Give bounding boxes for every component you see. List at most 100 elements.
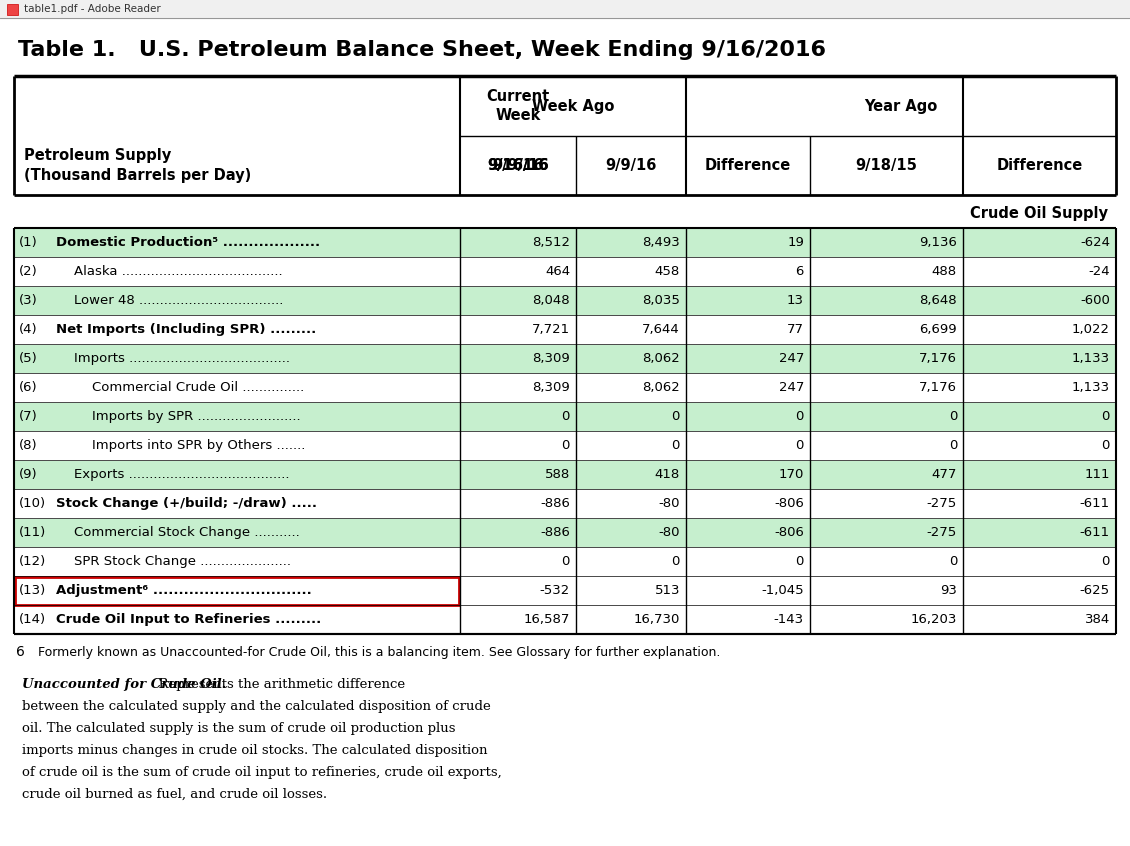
Text: Difference: Difference <box>705 158 791 173</box>
Text: 1,133: 1,133 <box>1072 381 1110 394</box>
Bar <box>15 403 1115 431</box>
Text: 8,493: 8,493 <box>642 236 680 249</box>
Text: 8,309: 8,309 <box>532 381 570 394</box>
Text: Crude Oil Input to Refineries .........: Crude Oil Input to Refineries ......... <box>56 613 321 626</box>
Text: -143: -143 <box>774 613 805 626</box>
Text: 0: 0 <box>1102 439 1110 452</box>
Text: -24: -24 <box>1088 265 1110 278</box>
Text: 1,022: 1,022 <box>1072 323 1110 336</box>
Text: 384: 384 <box>1085 613 1110 626</box>
Text: 13: 13 <box>786 294 805 307</box>
Text: 16,203: 16,203 <box>911 613 957 626</box>
Text: Represents the arithmetic difference: Represents the arithmetic difference <box>150 678 406 691</box>
Bar <box>15 576 459 605</box>
Text: 7,176: 7,176 <box>919 381 957 394</box>
Text: Adjustment⁶ ...............................: Adjustment⁶ ............................… <box>56 584 312 597</box>
Text: (1): (1) <box>19 236 37 249</box>
Text: 458: 458 <box>654 265 680 278</box>
Text: 111: 111 <box>1085 468 1110 481</box>
Text: 0: 0 <box>562 439 570 452</box>
Text: 8,648: 8,648 <box>920 294 957 307</box>
Text: -80: -80 <box>659 526 680 539</box>
Text: 8,309: 8,309 <box>532 352 570 365</box>
Text: 8,062: 8,062 <box>642 381 680 394</box>
Text: 0: 0 <box>562 555 570 568</box>
Text: Current
Week: Current Week <box>486 89 549 123</box>
Text: 8,062: 8,062 <box>642 352 680 365</box>
Text: (12): (12) <box>19 555 46 568</box>
Text: Crude Oil Supply: Crude Oil Supply <box>970 206 1109 221</box>
Text: 0: 0 <box>562 410 570 423</box>
Text: Imports into SPR by Others .......: Imports into SPR by Others ....... <box>92 439 305 452</box>
Text: (4): (4) <box>19 323 37 336</box>
Text: (2): (2) <box>19 265 37 278</box>
Text: Year Ago: Year Ago <box>864 98 938 113</box>
Text: -624: -624 <box>1080 236 1110 249</box>
Text: 16,730: 16,730 <box>634 613 680 626</box>
Text: Difference: Difference <box>997 158 1083 173</box>
Text: -80: -80 <box>659 497 680 510</box>
Text: 9/9/16: 9/9/16 <box>493 158 544 173</box>
Text: 16,587: 16,587 <box>523 613 570 626</box>
Text: -625: -625 <box>1080 584 1110 597</box>
Text: 0: 0 <box>1102 555 1110 568</box>
Text: 6: 6 <box>16 645 25 659</box>
Text: Unaccounted for Crude Oil.: Unaccounted for Crude Oil. <box>21 678 226 691</box>
Text: (13): (13) <box>19 584 46 597</box>
Text: 0: 0 <box>948 439 957 452</box>
Text: Formerly known as Unaccounted-for Crude Oil, this is a balancing item. See Gloss: Formerly known as Unaccounted-for Crude … <box>31 646 721 659</box>
Bar <box>15 228 1115 256</box>
Text: imports minus changes in crude oil stocks. The calculated disposition: imports minus changes in crude oil stock… <box>21 744 487 757</box>
Text: Stock Change (+/build; -/draw) .....: Stock Change (+/build; -/draw) ..... <box>56 497 318 510</box>
Text: 247: 247 <box>779 352 805 365</box>
Bar <box>15 519 1115 547</box>
Text: 488: 488 <box>932 265 957 278</box>
Bar <box>7 4 18 15</box>
Text: 464: 464 <box>545 265 570 278</box>
Text: 418: 418 <box>654 468 680 481</box>
Text: 0: 0 <box>1102 410 1110 423</box>
Text: 6,699: 6,699 <box>920 323 957 336</box>
Text: -886: -886 <box>540 526 570 539</box>
Text: -1,045: -1,045 <box>762 584 805 597</box>
Text: 8,048: 8,048 <box>532 294 570 307</box>
Text: 9/18/15: 9/18/15 <box>855 158 918 173</box>
Text: of crude oil is the sum of crude oil input to refineries, crude oil exports,: of crude oil is the sum of crude oil inp… <box>21 766 502 779</box>
Text: 0: 0 <box>796 439 805 452</box>
Text: 513: 513 <box>654 584 680 597</box>
Bar <box>15 344 1115 372</box>
Text: (5): (5) <box>19 352 37 365</box>
Text: Week Ago: Week Ago <box>532 98 615 113</box>
Text: 0: 0 <box>796 555 805 568</box>
Text: 9/16/16: 9/16/16 <box>487 158 549 173</box>
Text: 8,035: 8,035 <box>642 294 680 307</box>
Text: 247: 247 <box>779 381 805 394</box>
Text: 9,136: 9,136 <box>919 236 957 249</box>
Text: Table 1.   U.S. Petroleum Balance Sheet, Week Ending 9/16/2016: Table 1. U.S. Petroleum Balance Sheet, W… <box>18 40 826 60</box>
Text: 0: 0 <box>671 555 680 568</box>
Text: crude oil burned as fuel, and crude oil losses.: crude oil burned as fuel, and crude oil … <box>21 788 327 801</box>
Text: -611: -611 <box>1080 497 1110 510</box>
Text: 0: 0 <box>671 439 680 452</box>
Text: 7,721: 7,721 <box>532 323 570 336</box>
Text: 77: 77 <box>786 323 805 336</box>
Text: (3): (3) <box>19 294 37 307</box>
Text: Imports .......................................: Imports ................................… <box>73 352 290 365</box>
Text: -275: -275 <box>927 497 957 510</box>
Text: 9/16/16: 9/16/16 <box>487 158 549 173</box>
Text: (10): (10) <box>19 497 46 510</box>
Text: 170: 170 <box>779 468 805 481</box>
Text: Petroleum Supply
(Thousand Barrels per Day): Petroleum Supply (Thousand Barrels per D… <box>24 148 251 183</box>
Text: Domestic Production⁵ ...................: Domestic Production⁵ ................... <box>56 236 320 249</box>
Text: 0: 0 <box>948 410 957 423</box>
Text: Net Imports (Including SPR) .........: Net Imports (Including SPR) ......... <box>56 323 316 336</box>
Text: (7): (7) <box>19 410 37 423</box>
Text: 8,512: 8,512 <box>532 236 570 249</box>
Text: 588: 588 <box>545 468 570 481</box>
Text: 19: 19 <box>788 236 805 249</box>
Text: 6: 6 <box>796 265 805 278</box>
Text: (11): (11) <box>19 526 46 539</box>
Text: Imports by SPR .........................: Imports by SPR ......................... <box>92 410 301 423</box>
Text: between the calculated supply and the calculated disposition of crude: between the calculated supply and the ca… <box>21 700 490 713</box>
Text: -806: -806 <box>774 526 805 539</box>
